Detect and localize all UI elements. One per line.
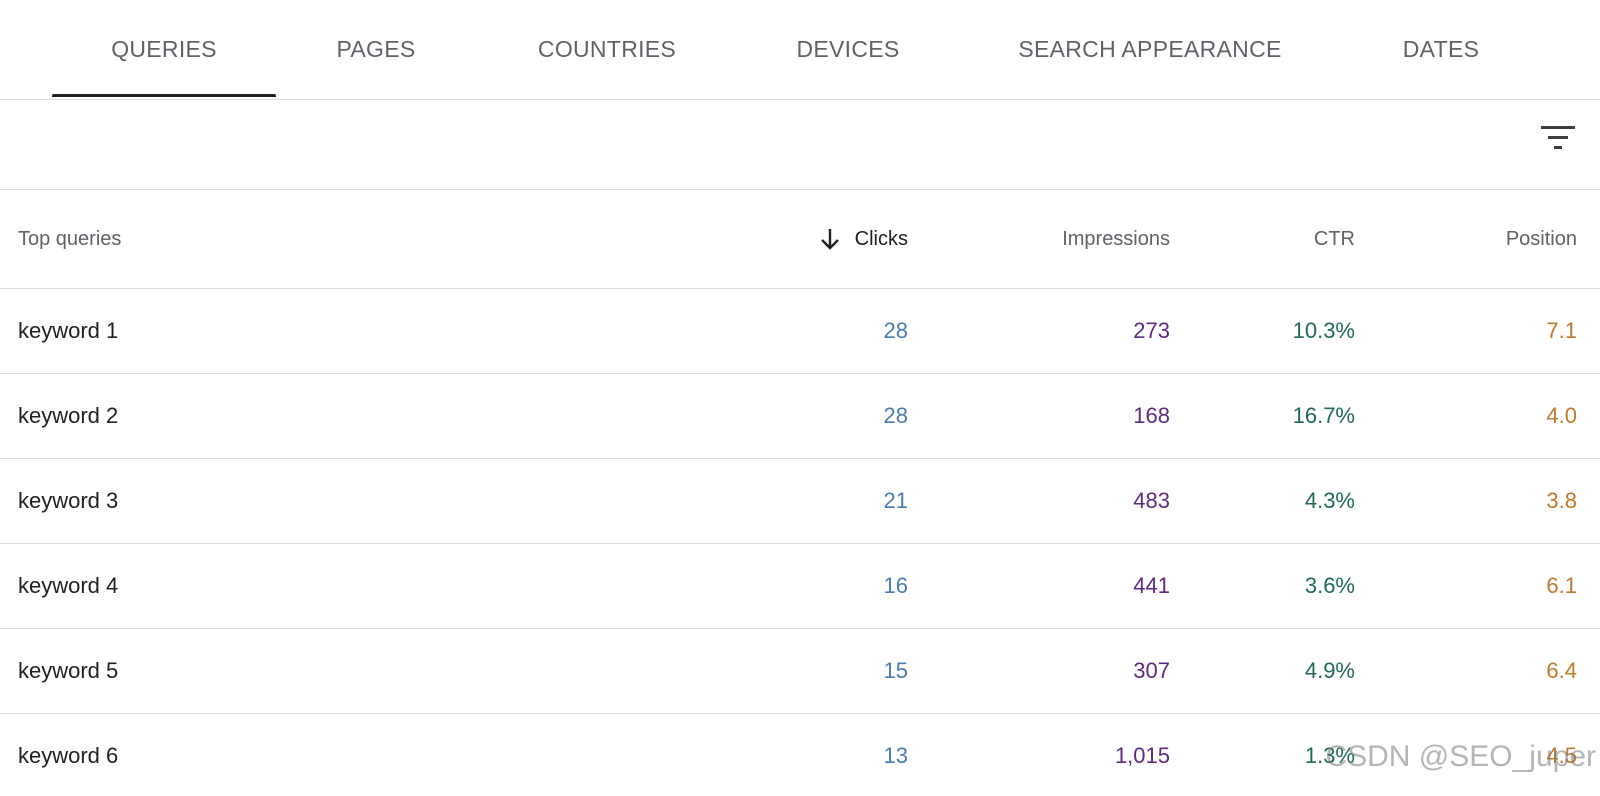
header-top-queries[interactable]: Top queries [18, 227, 122, 250]
tab-queries[interactable]: QUERIES [111, 35, 217, 62]
impressions-cell: 441 [1133, 573, 1170, 598]
ctr-cell: 4.3% [1304, 488, 1355, 513]
clicks-cell: 21 [883, 488, 908, 513]
query-cell: keyword 4 [18, 573, 119, 598]
tab-countries[interactable]: COUNTRIES [537, 35, 677, 62]
header-position[interactable]: Position [1505, 227, 1577, 250]
filter-bar [0, 100, 1600, 190]
table-row[interactable]: keyword 4 16 441 3.6% 6.1 [0, 544, 1600, 629]
impressions-cell: 483 [1133, 488, 1170, 513]
table-row[interactable]: keyword 6 13 1,015 1.3% 4.5 [0, 714, 1600, 796]
impressions-cell: 273 [1133, 318, 1170, 343]
ctr-cell: 4.9% [1304, 658, 1355, 683]
ctr-cell: 16.7% [1292, 403, 1355, 428]
query-cell: keyword 5 [18, 658, 119, 683]
table-row[interactable]: keyword 5 15 307 4.9% 6.4 [0, 629, 1600, 714]
ctr-cell: 10.3% [1292, 318, 1355, 343]
header-clicks-label: Clicks [854, 227, 908, 250]
header-clicks[interactable]: Clicks [708, 190, 908, 288]
dimension-tabs: QUERIES PAGES COUNTRIES DEVICES SEARCH A… [0, 0, 1600, 100]
tab-search-appearance[interactable]: SEARCH APPEARANCE [1018, 35, 1282, 62]
position-cell: 6.4 [1546, 658, 1577, 683]
impressions-cell: 168 [1133, 403, 1170, 428]
ctr-cell: 3.6% [1304, 573, 1355, 598]
query-cell: keyword 3 [18, 488, 119, 513]
filter-button[interactable] [1534, 116, 1582, 164]
active-tab-indicator [52, 94, 276, 97]
query-cell: keyword 1 [18, 318, 119, 343]
position-cell: 6.1 [1546, 573, 1577, 598]
clicks-cell: 28 [883, 318, 908, 343]
query-cell: keyword 2 [18, 403, 119, 428]
tab-pages[interactable]: PAGES [336, 35, 416, 62]
queries-table: Top queries Clicks Impressions CTR Posit… [0, 190, 1600, 796]
position-cell: 3.8 [1546, 488, 1577, 513]
tab-devices[interactable]: DEVICES [796, 35, 900, 62]
clicks-cell: 13 [883, 743, 908, 768]
table-row[interactable]: keyword 2 28 168 16.7% 4.0 [0, 374, 1600, 459]
impressions-cell: 307 [1133, 658, 1170, 683]
position-cell: 7.1 [1546, 318, 1577, 343]
filter-icon [1541, 125, 1575, 156]
clicks-cell: 15 [883, 658, 908, 683]
arrow-down-icon [819, 227, 841, 251]
table-header-row: Top queries Clicks Impressions CTR Posit… [0, 190, 1600, 289]
header-ctr[interactable]: CTR [1313, 227, 1355, 250]
query-cell: keyword 6 [18, 743, 119, 768]
header-impressions[interactable]: Impressions [1062, 227, 1170, 250]
table-row[interactable]: keyword 3 21 483 4.3% 3.8 [0, 459, 1600, 544]
impressions-cell: 1,015 [1114, 743, 1170, 768]
table-row[interactable]: keyword 1 28 273 10.3% 7.1 [0, 289, 1600, 374]
position-cell: 4.0 [1546, 403, 1577, 428]
position-cell: 4.5 [1546, 743, 1577, 768]
ctr-cell: 1.3% [1304, 743, 1355, 768]
clicks-cell: 16 [883, 573, 908, 598]
clicks-cell: 28 [883, 403, 908, 428]
tab-dates[interactable]: DATES [1402, 35, 1480, 62]
